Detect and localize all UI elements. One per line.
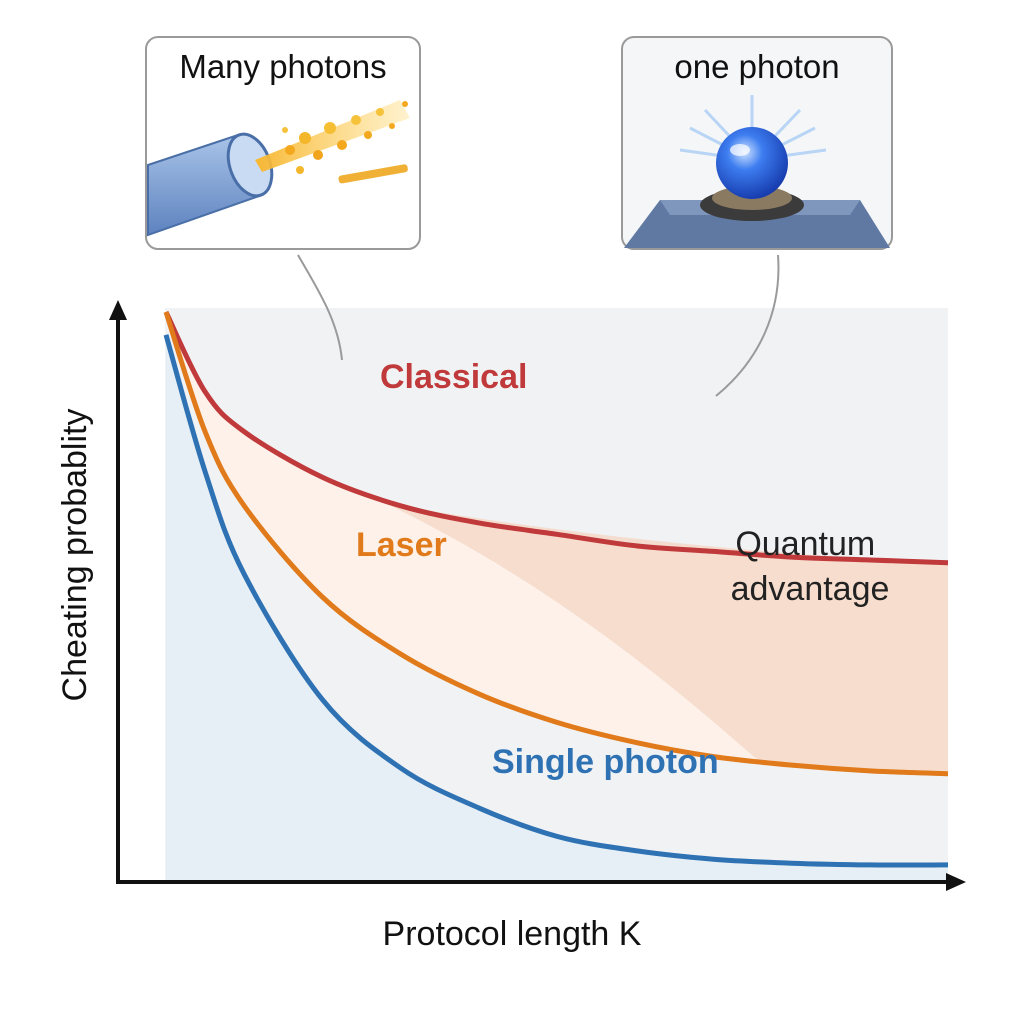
inset-title-many-photons: Many photons	[179, 48, 386, 85]
y-axis-label: Cheating probablity	[56, 409, 94, 702]
leader-line-one-photon	[715, 254, 780, 397]
inset-one-photon: one photon	[621, 36, 893, 250]
x-axis-arrow-icon	[946, 873, 966, 891]
series-label-laser: Laser	[356, 526, 447, 564]
x-axis-label: Protocol length K	[383, 915, 642, 953]
inset-title-one-photon: one photon	[674, 48, 839, 85]
annotation-quantum-advantage: Quantum advantage	[731, 525, 890, 608]
quantum-advantage-region	[384, 502, 949, 774]
series-line-single-photon	[163, 334, 949, 868]
y-axis-arrow-icon	[109, 300, 127, 320]
single-photon-region	[166, 334, 948, 882]
leader-line-many-photons	[297, 254, 343, 361]
series-line-classical	[163, 310, 949, 566]
inset-many-photons: Many photons	[145, 36, 421, 250]
series-line-laser	[163, 311, 949, 777]
single-photon-source-icon	[624, 95, 890, 248]
laser-beam-icon	[147, 100, 410, 237]
series-label-single-photon: Single photon	[492, 743, 719, 781]
series-label-classical: Classical	[380, 358, 527, 396]
